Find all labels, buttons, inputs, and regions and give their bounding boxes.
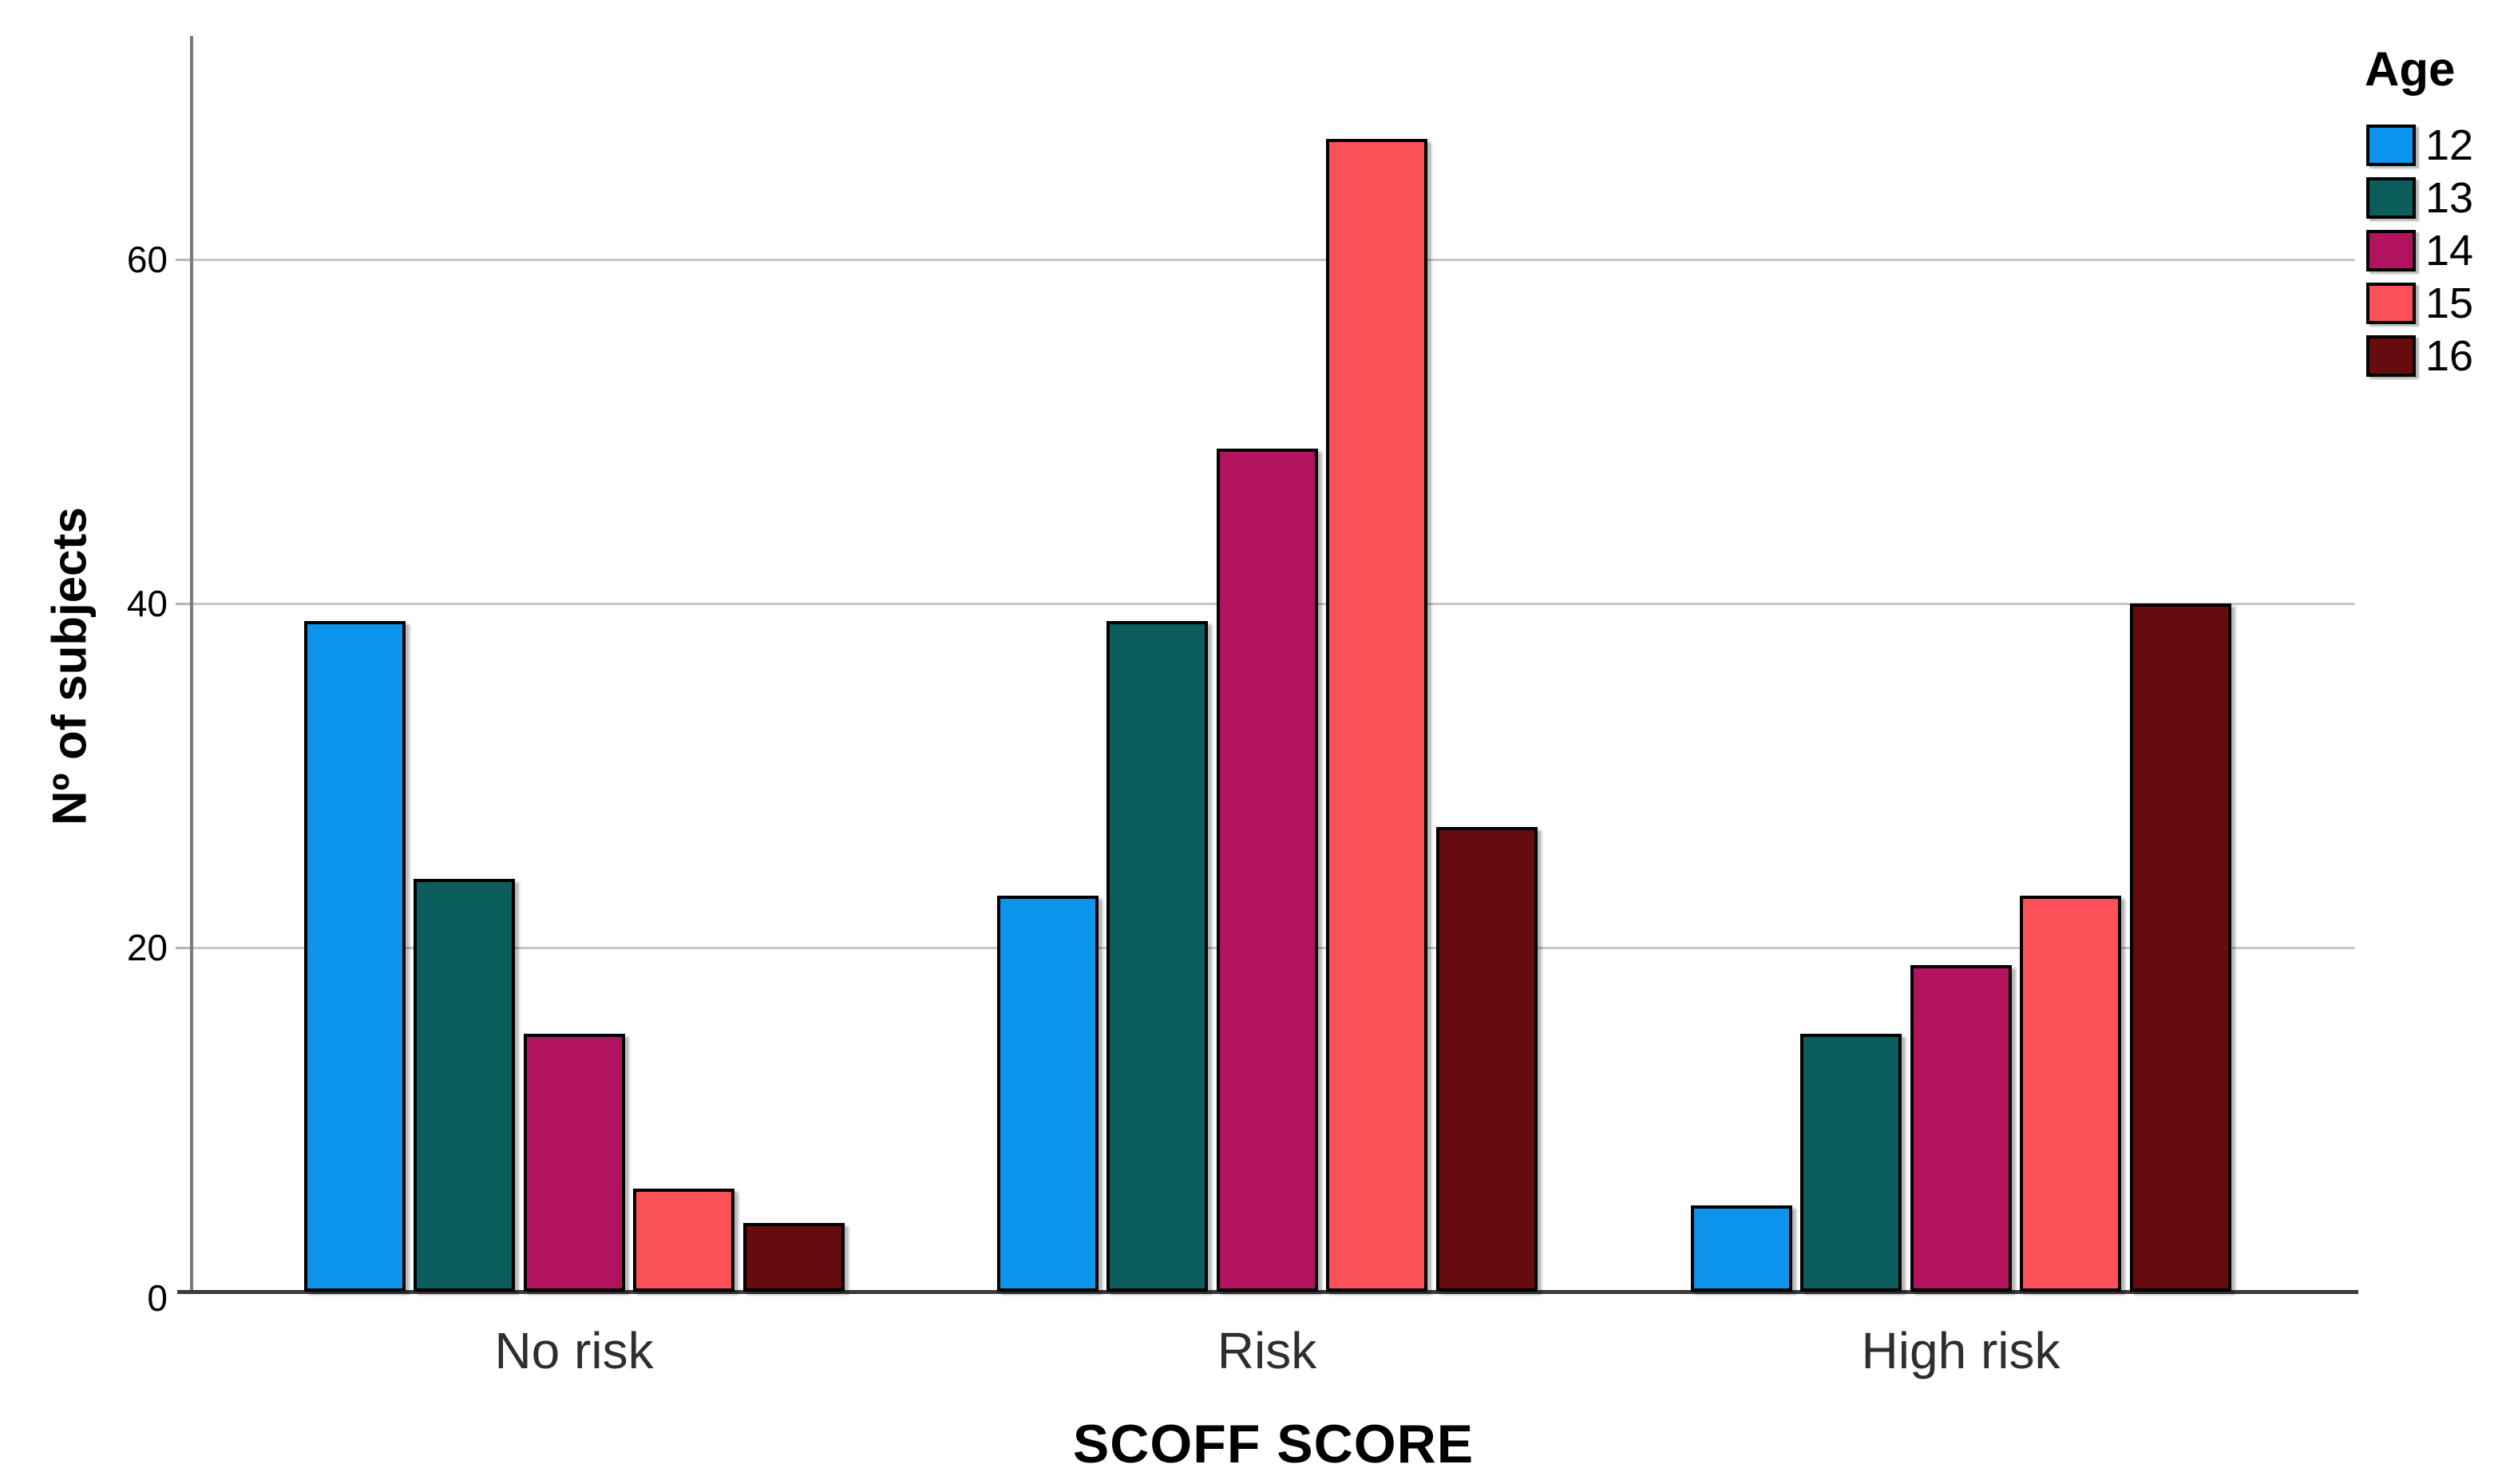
- y-axis-line: [190, 36, 193, 1293]
- legend-item-age-15: 15: [2366, 282, 2473, 325]
- legend-label-age-16: 16: [2425, 332, 2474, 380]
- legend-swatch-age-12: [2366, 125, 2416, 166]
- bar-age-16-high-risk: [2130, 603, 2231, 1292]
- x-axis-title: SCOFF SCORE: [1072, 1414, 1475, 1474]
- legend-swatch-age-13: [2366, 177, 2416, 219]
- bar-age-12-no-risk: [304, 621, 406, 1292]
- bar-age-13-high-risk: [1800, 1034, 1902, 1292]
- bar-age-12-high-risk: [1691, 1205, 1792, 1292]
- bar-age-15-risk: [1326, 139, 1427, 1292]
- legend-item-age-12: 12: [2366, 124, 2473, 167]
- legend-label-age-13: 13: [2425, 174, 2474, 222]
- bar-age-14-no-risk: [524, 1034, 625, 1292]
- legend-item-age-13: 13: [2366, 176, 2473, 220]
- y-tick-label-0: 0: [147, 1277, 168, 1319]
- category-label-risk: Risk: [1217, 1322, 1317, 1379]
- y-tick-label-40: 40: [126, 583, 168, 625]
- legend-item-age-14: 14: [2366, 229, 2473, 272]
- legend-swatch-age-14: [2366, 230, 2416, 271]
- y-tick-mark-20: [176, 947, 192, 950]
- legend-item-age-16: 16: [2366, 334, 2473, 378]
- legend-label-age-12: 12: [2425, 121, 2474, 169]
- legend-label-age-14: 14: [2425, 227, 2474, 275]
- y-tick-label-60: 60: [126, 239, 168, 281]
- bar-age-13-risk: [1106, 621, 1208, 1292]
- gridline-y-60: [192, 259, 2355, 262]
- bar-age-13-no-risk: [414, 879, 515, 1292]
- bar-age-16-risk: [1436, 827, 1538, 1292]
- category-label-high-risk: High risk: [1861, 1322, 2061, 1379]
- bar-age-15-high-risk: [2020, 896, 2121, 1292]
- category-label-no-risk: No risk: [494, 1322, 654, 1379]
- bar-age-16-no-risk: [743, 1223, 845, 1292]
- y-tick-label-20: 20: [126, 927, 168, 969]
- bar-age-15-no-risk: [633, 1189, 734, 1292]
- y-axis-title: Nº of subjects: [42, 507, 97, 825]
- legend-label-age-15: 15: [2425, 279, 2474, 327]
- x-axis-line: [177, 1290, 2358, 1294]
- y-tick-mark-40: [176, 603, 192, 606]
- bar-age-14-high-risk: [1910, 965, 2012, 1292]
- legend-title: Age: [2365, 42, 2456, 96]
- bar-age-14-risk: [1217, 449, 1318, 1292]
- legend-swatch-age-16: [2366, 335, 2416, 377]
- bar-age-12-risk: [997, 896, 1099, 1292]
- legend-swatch-age-15: [2366, 283, 2416, 324]
- y-tick-mark-60: [176, 259, 192, 262]
